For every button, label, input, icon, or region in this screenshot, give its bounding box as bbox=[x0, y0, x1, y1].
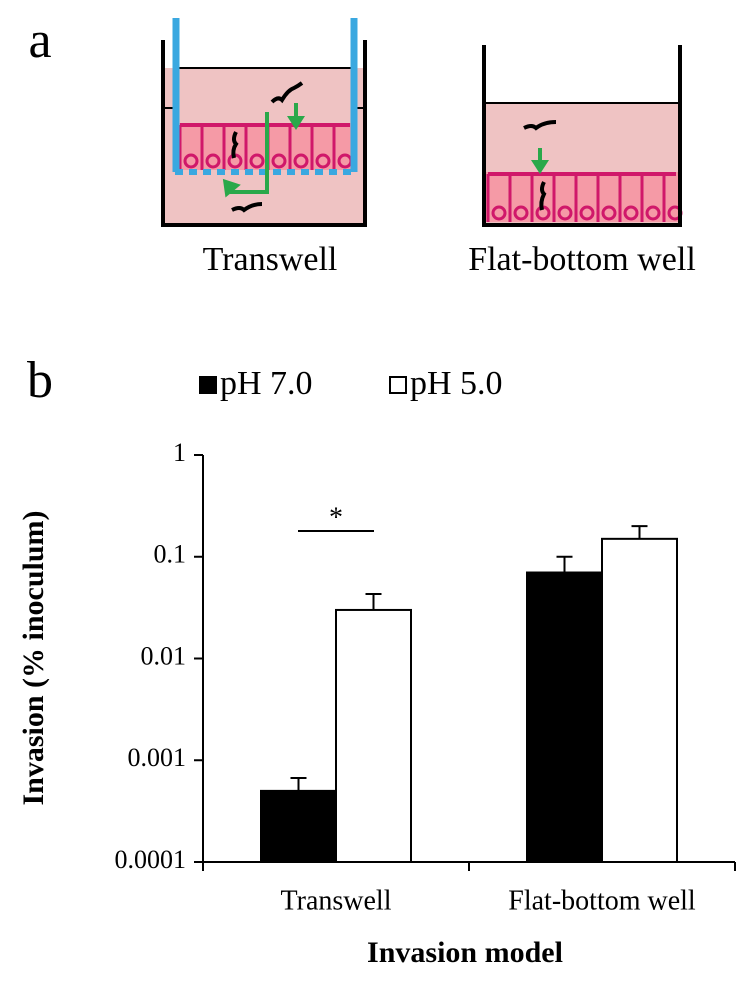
annotation: * bbox=[329, 502, 343, 533]
bacterium bbox=[231, 131, 239, 159]
legend-swatch bbox=[199, 376, 217, 394]
error-bar bbox=[556, 555, 573, 573]
bar bbox=[335, 608, 412, 864]
nucleus bbox=[491, 205, 507, 221]
error-bar bbox=[631, 525, 648, 539]
y-axis-label: Invasion (% inoculum) bbox=[17, 510, 50, 805]
arrow-head bbox=[222, 178, 241, 198]
bar bbox=[601, 537, 678, 863]
x-tick-label: Flat-bottom well bbox=[508, 885, 696, 916]
bacterium bbox=[539, 181, 547, 211]
bacterium bbox=[270, 81, 304, 104]
transwell-diagram bbox=[161, 18, 367, 227]
nucleus bbox=[645, 205, 661, 221]
x-tick-label: Transwell bbox=[281, 885, 392, 916]
bacterium bbox=[231, 202, 263, 213]
nucleus bbox=[513, 205, 529, 221]
cells bbox=[178, 123, 353, 170]
nucleus bbox=[183, 153, 199, 169]
arrow-head bbox=[287, 116, 305, 130]
bacterium bbox=[523, 120, 557, 131]
well bbox=[161, 40, 367, 227]
error-bar bbox=[290, 776, 307, 791]
nucleus bbox=[205, 153, 221, 169]
nucleus bbox=[249, 153, 265, 169]
nucleus bbox=[315, 153, 331, 169]
diagram-label: Transwell bbox=[203, 241, 338, 278]
bar bbox=[526, 571, 603, 864]
nucleus bbox=[293, 153, 309, 169]
well bbox=[482, 45, 682, 227]
nucleus bbox=[579, 205, 595, 221]
x-axis-label: Invasion model bbox=[367, 936, 563, 969]
cells bbox=[486, 172, 683, 222]
y-tick-label: 0.01 bbox=[141, 641, 187, 670]
legend-label: pH 7.0 bbox=[220, 365, 313, 402]
diagram-label: Flat-bottom well bbox=[468, 241, 696, 278]
bar bbox=[260, 789, 337, 864]
legend-label: pH 5.0 bbox=[410, 365, 503, 402]
error-bar bbox=[365, 593, 382, 610]
y-tick-label: 1 bbox=[173, 438, 186, 467]
nucleus bbox=[623, 205, 639, 221]
y-tick-label: 0.0001 bbox=[115, 845, 187, 874]
arrow bbox=[230, 112, 269, 194]
flat-well-diagram bbox=[482, 45, 683, 227]
legend-swatch bbox=[389, 376, 407, 394]
nucleus bbox=[271, 153, 287, 169]
y-tick-label: 0.1 bbox=[154, 540, 187, 569]
nucleus bbox=[557, 205, 573, 221]
y-tick-label: 0.001 bbox=[128, 743, 187, 772]
panel-label: b bbox=[27, 352, 53, 409]
nucleus bbox=[601, 205, 617, 221]
panel-label: a bbox=[28, 12, 51, 69]
arrow-head bbox=[531, 160, 549, 174]
